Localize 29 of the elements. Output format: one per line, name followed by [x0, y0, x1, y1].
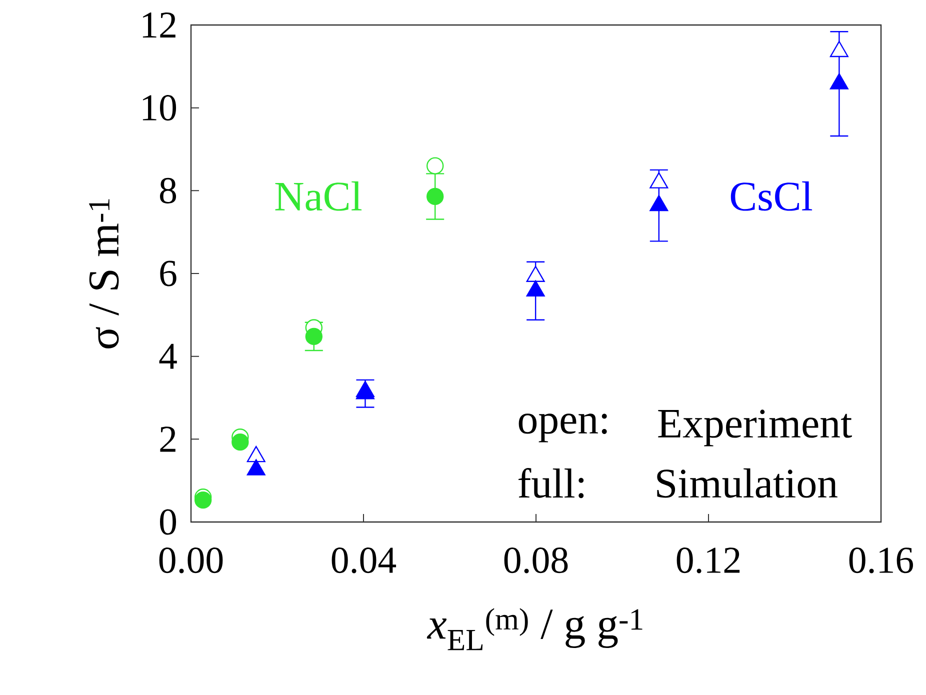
y-tick-label: 8: [160, 178, 176, 204]
y-tick-label: 2: [160, 426, 176, 452]
point: [830, 73, 848, 90]
point: [830, 40, 848, 58]
x-tick-label: 0.16: [849, 548, 913, 574]
y-tick-label: 12: [142, 12, 176, 38]
x-axis-title: x$_{EL}$$^{(m)}$ / g g$^{-1}$: [426, 608, 642, 650]
y-tick-label: 0: [160, 509, 176, 535]
annotation: full:: [518, 468, 584, 498]
y-axis-title: σ / S m$^{-1}$: [89, 199, 119, 348]
annotation: open:: [518, 414, 607, 442]
point: [650, 194, 668, 212]
point: [526, 266, 545, 282]
point: [232, 433, 249, 451]
y-tick-label: 10: [142, 95, 176, 121]
x-tick-label: 0.00: [159, 548, 223, 574]
point: [194, 491, 212, 509]
y-tick-label: 6: [160, 260, 176, 286]
annotation: CsCl: [730, 181, 812, 211]
point: [526, 280, 545, 296]
x-tick-label: 0.08: [504, 548, 568, 574]
annotation: NaCl: [275, 181, 362, 211]
x-tick-label: 0.04: [332, 548, 396, 574]
point: [650, 172, 668, 188]
point: [305, 328, 323, 346]
annotation: Experiment: [658, 410, 852, 446]
y-tick-label: 4: [159, 344, 177, 369]
x-tick-label: 0.12: [676, 548, 740, 574]
annotation: Simulation: [657, 468, 838, 498]
